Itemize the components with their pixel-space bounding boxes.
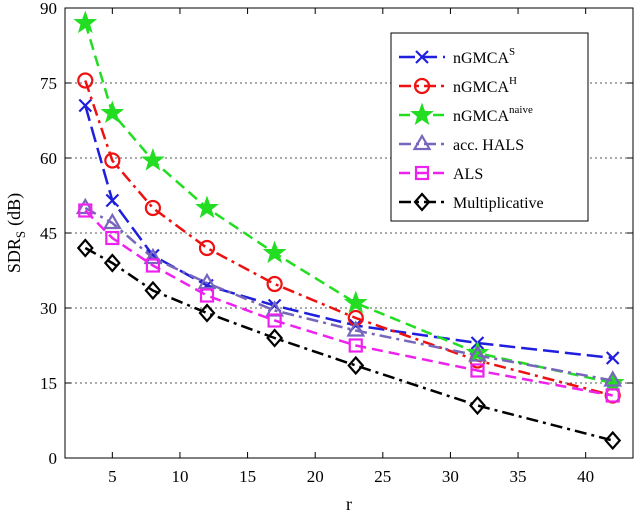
x-tick-label: 30 bbox=[442, 467, 459, 486]
data-point bbox=[604, 430, 622, 451]
data-point bbox=[470, 363, 485, 378]
data-point bbox=[105, 193, 120, 208]
data-point bbox=[76, 238, 94, 258]
data-point bbox=[603, 370, 623, 387]
x-tick-label: 5 bbox=[108, 467, 117, 486]
series-5 bbox=[76, 238, 622, 451]
y-tick-label: 15 bbox=[40, 374, 57, 393]
y-axis-label: SDRS (dB) bbox=[4, 193, 28, 273]
legend-label-name: acc. HALS bbox=[453, 137, 524, 154]
series-group bbox=[73, 10, 625, 451]
legend-label-name: ALS bbox=[453, 166, 483, 183]
series-line bbox=[84, 22, 613, 385]
series-line bbox=[84, 206, 613, 382]
y-axis-label-unit: (dB) bbox=[4, 193, 25, 226]
legend-entry: ALS bbox=[399, 165, 483, 183]
data-point bbox=[199, 288, 215, 303]
legend-label-superscript: naive bbox=[509, 104, 533, 116]
data-point bbox=[144, 199, 162, 217]
legend-entry: acc. HALS bbox=[399, 133, 524, 154]
data-point bbox=[102, 212, 122, 230]
data-point bbox=[140, 147, 165, 171]
data-point bbox=[343, 290, 368, 314]
series-4 bbox=[78, 203, 620, 403]
legend-label-name: nGMCA bbox=[453, 50, 509, 67]
legend-label-superscript: S bbox=[509, 46, 515, 58]
x-tick-label: 40 bbox=[577, 467, 594, 486]
y-tick-label: 0 bbox=[49, 449, 58, 468]
legend-box bbox=[390, 32, 589, 222]
legend-entry: nGMCAS bbox=[399, 46, 515, 67]
legend-entry: nGMCAnaive bbox=[399, 102, 533, 126]
data-point bbox=[73, 10, 98, 34]
data-point bbox=[347, 309, 364, 327]
legend-label-superscript: H bbox=[509, 75, 517, 87]
legend-label: nGMCAnaive bbox=[453, 104, 533, 125]
data-point bbox=[267, 313, 282, 328]
data-point bbox=[75, 197, 95, 215]
legend-label-name: nGMCA bbox=[453, 79, 509, 96]
y-axis-label-main: SDR bbox=[4, 238, 24, 273]
y-tick-label: 30 bbox=[40, 299, 57, 318]
data-point bbox=[78, 98, 93, 113]
data-point bbox=[469, 395, 486, 416]
series-line bbox=[84, 80, 614, 397]
data-point bbox=[346, 320, 366, 337]
data-point bbox=[468, 345, 487, 362]
data-point bbox=[105, 230, 120, 246]
y-tick-label: 75 bbox=[40, 74, 57, 93]
x-tick-label: 25 bbox=[374, 467, 391, 486]
legend-label-name: nGMCA bbox=[453, 108, 509, 125]
data-point bbox=[144, 280, 162, 301]
data-point bbox=[465, 340, 490, 364]
legend-entry: Multiplicative bbox=[399, 192, 544, 212]
x-tick-label: 35 bbox=[510, 467, 527, 486]
data-point bbox=[197, 272, 217, 290]
legend-marker bbox=[413, 77, 431, 95]
x-axis-label: r bbox=[346, 494, 352, 514]
data-point bbox=[100, 100, 125, 124]
data-point bbox=[103, 253, 121, 273]
legend-label: nGMCAS bbox=[453, 46, 515, 67]
legend-label: acc. HALS bbox=[453, 137, 524, 154]
legend-marker bbox=[413, 192, 431, 212]
legend-marker bbox=[410, 102, 434, 126]
y-tick-label: 45 bbox=[40, 224, 57, 243]
x-tick-label: 20 bbox=[307, 467, 324, 486]
series-2 bbox=[73, 10, 625, 394]
legend-marker bbox=[415, 50, 429, 64]
data-point bbox=[605, 351, 620, 365]
data-point bbox=[262, 240, 287, 264]
x-tick-label: 10 bbox=[171, 467, 188, 486]
y-tick-label: 90 bbox=[40, 0, 57, 18]
data-point bbox=[347, 355, 365, 376]
y-tick-label: 60 bbox=[40, 149, 57, 168]
x-tick-label: 15 bbox=[239, 467, 256, 486]
legend-label: ALS bbox=[453, 166, 483, 183]
series-line bbox=[84, 209, 613, 397]
legend-marker bbox=[412, 133, 432, 151]
data-point bbox=[104, 152, 121, 169]
y-axis-label-subscript: S bbox=[13, 231, 28, 238]
legend-label: Multiplicative bbox=[453, 195, 544, 212]
legend-label: nGMCAH bbox=[453, 75, 517, 96]
series-line bbox=[84, 246, 614, 442]
data-point bbox=[198, 303, 216, 323]
data-point bbox=[605, 388, 620, 403]
data-point bbox=[198, 239, 216, 257]
data-point bbox=[77, 72, 94, 89]
legend-marker bbox=[414, 165, 430, 181]
data-point bbox=[348, 338, 363, 353]
axis-ticks: 0 15 30 45 60 75 90 5 10 15 20 25 30 35 40 bbox=[40, 0, 633, 486]
data-point bbox=[143, 247, 163, 265]
legend-entry: nGMCAH bbox=[399, 75, 517, 96]
data-point bbox=[145, 258, 161, 273]
data-point bbox=[195, 195, 219, 219]
data-point bbox=[266, 328, 284, 348]
data-point bbox=[266, 275, 283, 293]
data-point bbox=[78, 203, 93, 218]
legend-label-name: Multiplicative bbox=[453, 195, 544, 212]
